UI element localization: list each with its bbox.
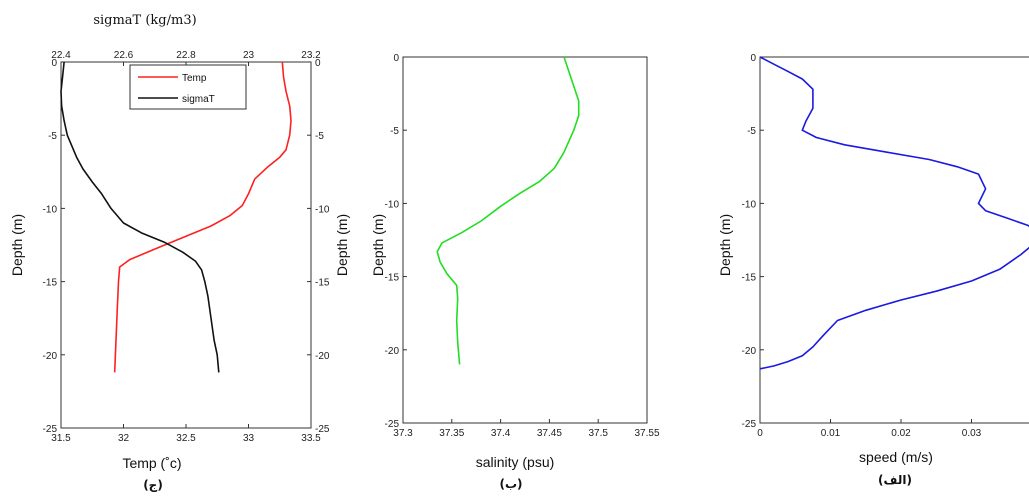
legend-label-temp: Temp: [182, 73, 207, 84]
y-axis-label-right: Depth (m): [334, 214, 350, 276]
y-tick-label: -15: [385, 273, 400, 284]
y-tick-label-right: -20: [315, 351, 330, 362]
y-tick-label-right: -15: [315, 278, 330, 289]
panel-caption: (الف): [878, 473, 912, 487]
x-tick-label: 32: [118, 433, 130, 444]
y-axis-label: Depth (m): [717, 214, 733, 276]
y-tick-label: 0: [393, 53, 399, 64]
panel-caption: (ب): [499, 477, 522, 491]
x-tick-label: 0.01: [821, 428, 841, 439]
legend: Temp sigmaT: [129, 64, 247, 110]
top-x-tick-label: 23: [243, 50, 255, 61]
plot-frame: [60, 61, 312, 429]
top-x-tick-label: 22.6: [114, 50, 134, 61]
y-tick-label: 0: [51, 58, 57, 69]
y-tick-label: 0: [750, 53, 756, 64]
plot-frame: [759, 56, 1029, 424]
y-axis-label: Depth (m): [370, 214, 386, 276]
top-axis-label: sigmaT (kg/m3): [93, 13, 196, 28]
y-tick-label: -25: [43, 424, 58, 435]
y-axis-label-left: Depth (m): [9, 214, 25, 276]
y-tick-label: -5: [390, 126, 399, 137]
plot-frame: [402, 56, 648, 424]
x-axis-label: salinity (psu): [476, 454, 555, 470]
series-line-temp: [113, 61, 292, 373]
y-tick-label: -25: [742, 419, 757, 430]
panel-caption: (ج): [143, 478, 163, 492]
y-tick-label: -10: [742, 199, 757, 210]
top-x-tick-label: 22.4: [51, 50, 71, 61]
y-tick-label: -20: [385, 346, 400, 357]
y-tick-label: -20: [742, 346, 757, 357]
x-tick-label: 37.55: [634, 428, 659, 439]
x-tick-label: 31.5: [51, 433, 71, 444]
x-tick-label: 0.03: [962, 428, 982, 439]
x-tick-label: 37.3: [393, 428, 413, 439]
x-tick-label: 33: [243, 433, 255, 444]
x-axis-label: speed (m/s): [859, 449, 933, 465]
top-x-tick-label: 22.8: [176, 50, 196, 61]
legend-label-sigmat: sigmaT: [182, 94, 215, 105]
x-tick-label: 37.35: [439, 428, 464, 439]
x-tick-label: 32.5: [176, 433, 196, 444]
y-tick-label-right: -5: [315, 131, 324, 142]
x-tick-label: 37.5: [588, 428, 608, 439]
x-axis-label: Temp (˚c): [122, 455, 181, 471]
x-tick-label: 33.5: [301, 433, 321, 444]
x-tick-label: 0.02: [891, 428, 911, 439]
y-tick-label: -15: [43, 278, 58, 289]
y-tick-label: -15: [742, 273, 757, 284]
top-x-tick-label: 23.2: [301, 50, 321, 61]
series-line-sigmat: [60, 61, 220, 373]
y-tick-label: -5: [48, 131, 57, 142]
y-tick-label-right: 0: [315, 58, 321, 69]
y-tick-label-right: -25: [315, 424, 330, 435]
series-line: [436, 56, 580, 365]
y-tick-label: -25: [385, 419, 400, 430]
panel-temp-sigmat: sigmaT (kg/m3) 0 0 -5 -5 -10 -10 -15 -15 -20 -20 -…: [9, 13, 350, 492]
legend-box: [129, 64, 247, 110]
y-tick-label: -10: [43, 204, 58, 215]
x-tick-label: 37.4: [491, 428, 511, 439]
y-tick-label: -10: [385, 199, 400, 210]
x-tick-label: 37.45: [537, 428, 562, 439]
y-tick-label: -20: [43, 351, 58, 362]
series-line: [759, 56, 1029, 370]
x-tick-label: 0: [757, 428, 763, 439]
y-tick-label-right: -10: [315, 204, 330, 215]
y-tick-label: -5: [747, 126, 756, 137]
